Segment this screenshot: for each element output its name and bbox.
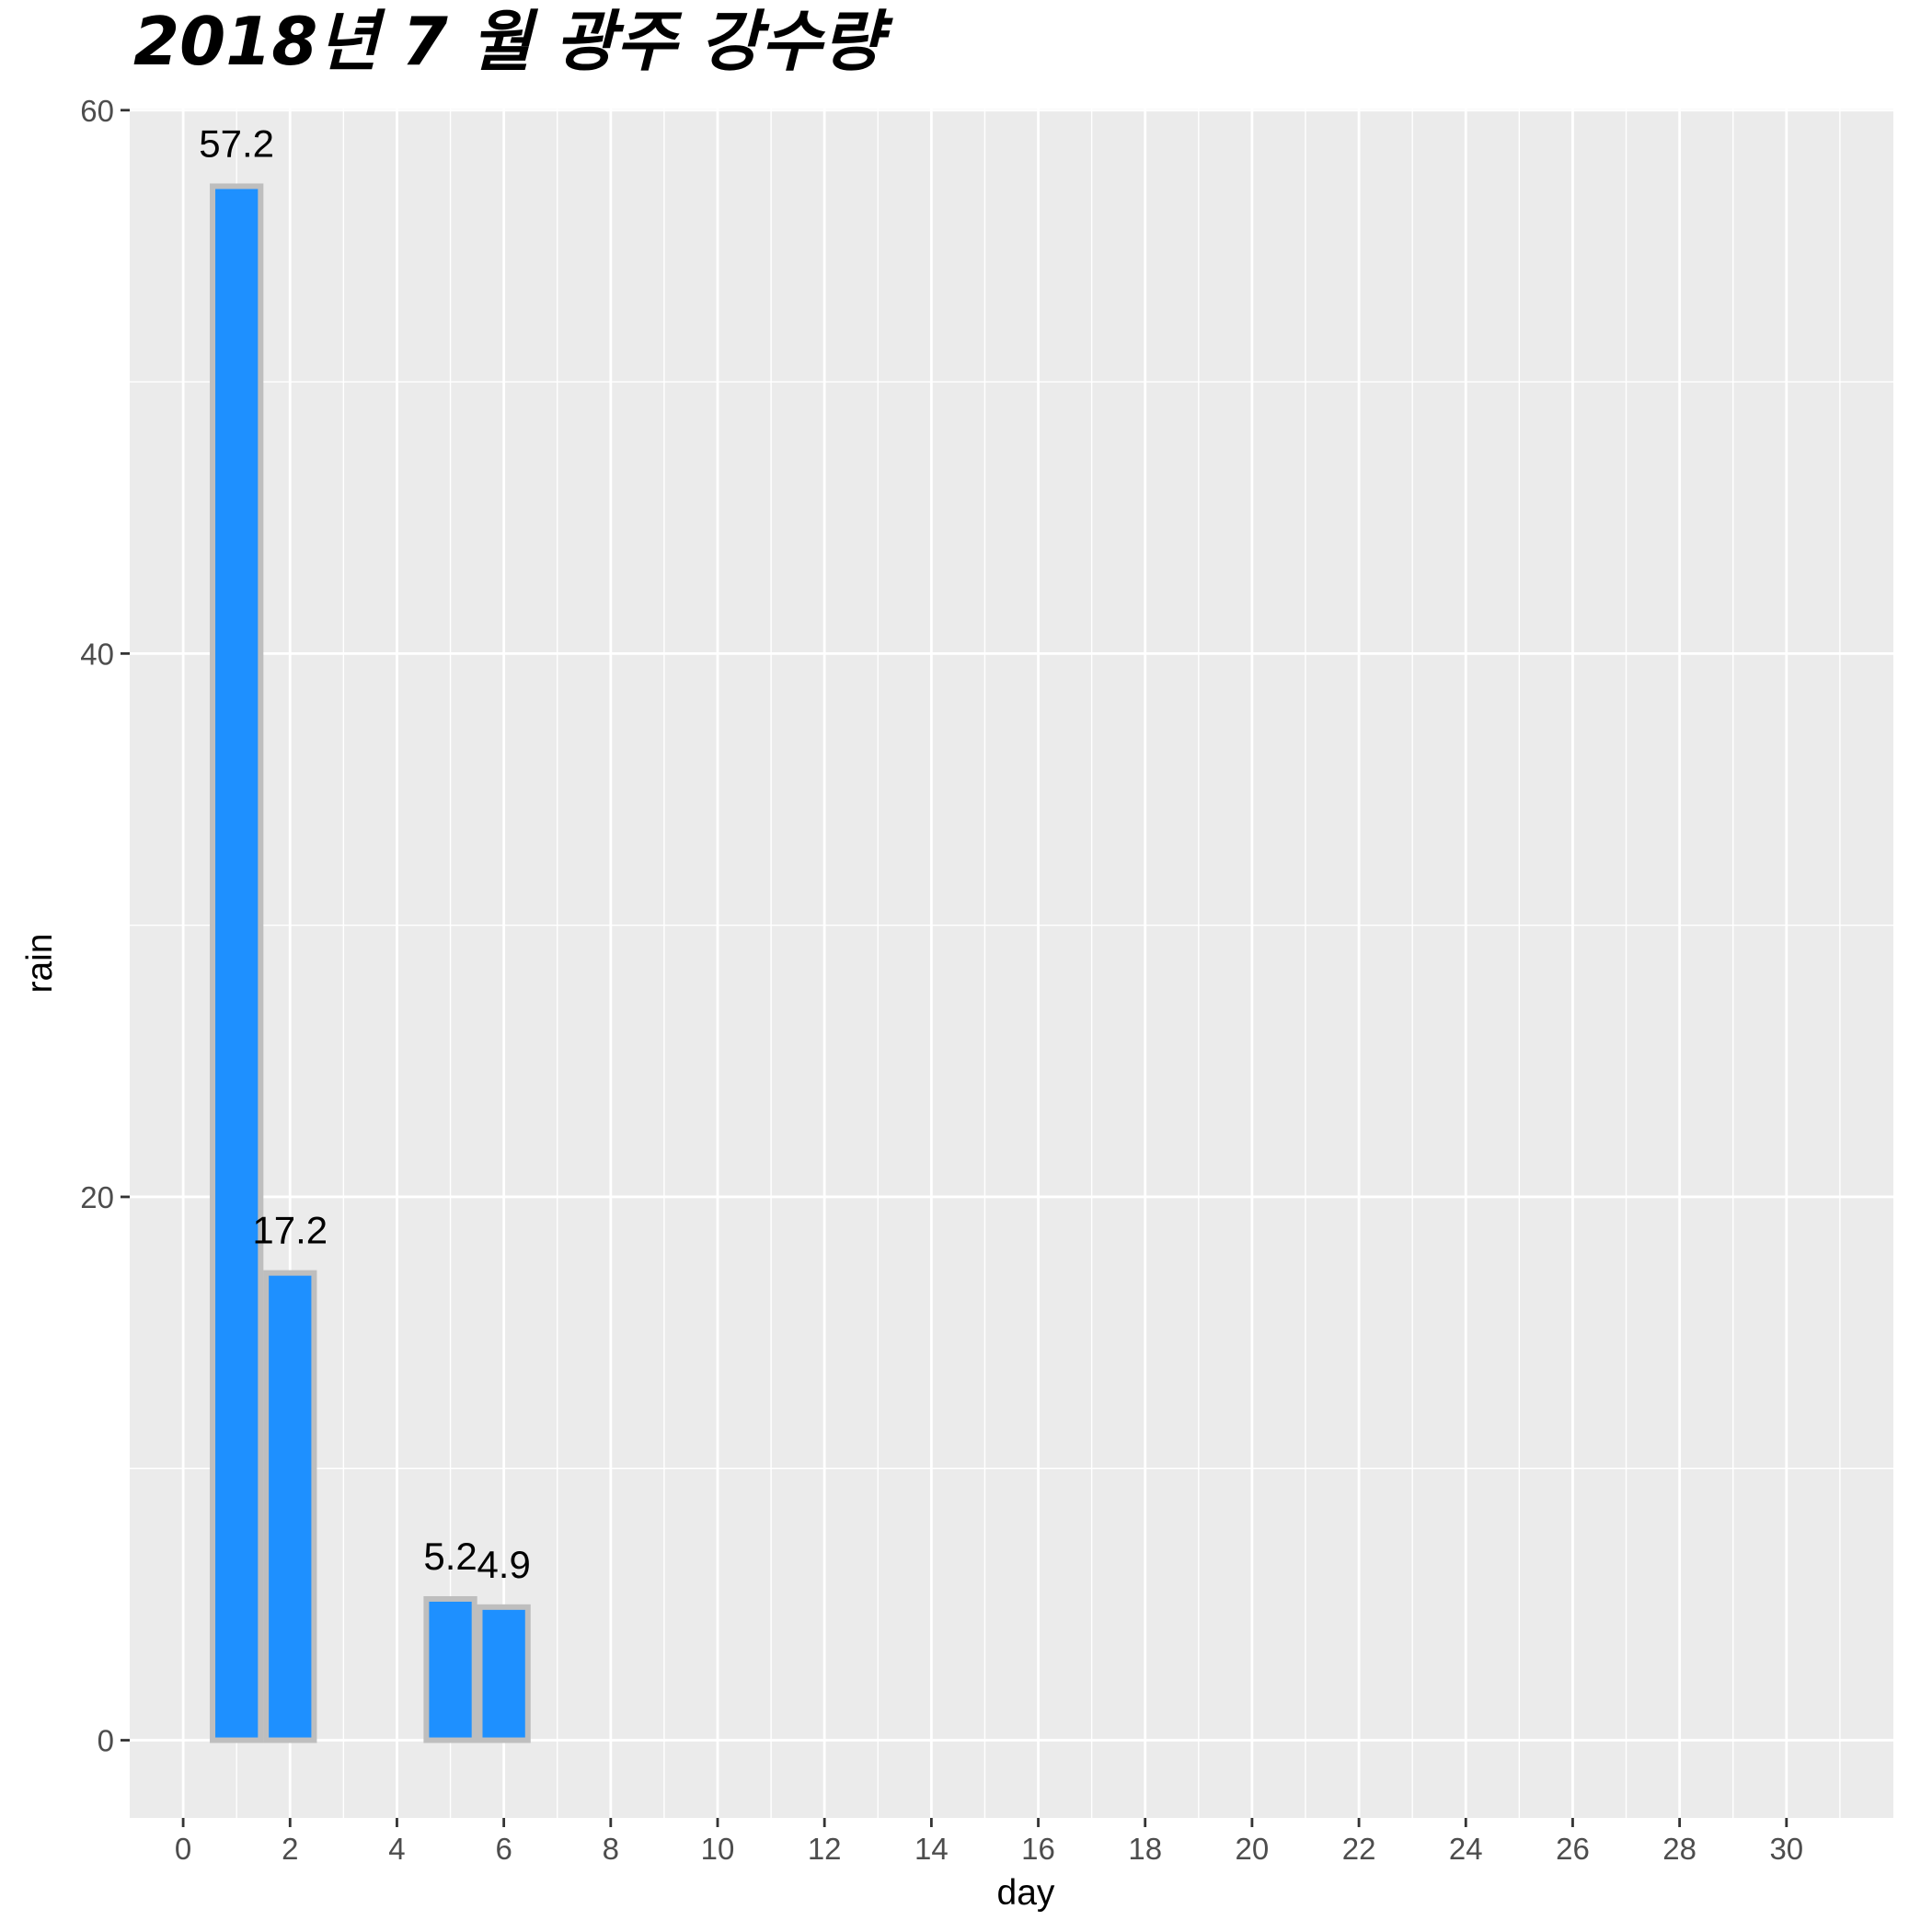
bar-day-1 <box>210 183 264 1743</box>
x-tick-label: 4 <box>388 1832 405 1866</box>
x-tick-label: 24 <box>1449 1832 1483 1866</box>
x-tick-label: 0 <box>175 1832 191 1866</box>
x-tick-label: 10 <box>701 1832 735 1866</box>
bar-day-5 <box>423 1595 477 1743</box>
x-tick-label: 8 <box>603 1832 619 1866</box>
x-tick-label: 14 <box>914 1832 949 1866</box>
data-label-day-5: 5.2 <box>423 1535 477 1578</box>
x-tick-label: 28 <box>1662 1832 1696 1866</box>
minor-gridlines <box>130 109 1893 1818</box>
bar-day-6 <box>477 1604 531 1743</box>
y-tick-label: 40 <box>80 637 114 671</box>
x-tick-label: 18 <box>1128 1832 1162 1866</box>
data-labels: 57.2 17.2 5.2 4.9 <box>199 121 531 1585</box>
x-axis: 0 2 4 6 8 10 12 14 16 18 20 22 24 26 28 30 <box>175 1818 1803 1866</box>
x-axis-title: day <box>997 1873 1055 1913</box>
x-tick-label: 20 <box>1236 1832 1270 1866</box>
x-tick-label: 30 <box>1769 1832 1803 1866</box>
x-tick-label: 12 <box>808 1832 842 1866</box>
data-label-day-1: 57.2 <box>199 121 274 165</box>
x-tick-label: 22 <box>1342 1832 1376 1866</box>
bars <box>210 183 531 1743</box>
x-tick-label: 26 <box>1556 1832 1590 1866</box>
y-axis-title: rain <box>20 933 60 993</box>
data-label-day-6: 4.9 <box>477 1543 530 1586</box>
x-tick-label: 16 <box>1021 1832 1055 1866</box>
y-tick-label: 20 <box>80 1180 114 1214</box>
bar-day-2 <box>263 1270 317 1743</box>
x-tick-label: 6 <box>495 1832 512 1866</box>
data-label-day-2: 17.2 <box>252 1209 328 1252</box>
chart-title: 2018년 7 월 광주 강수량 <box>133 3 893 80</box>
y-axis: 0 20 40 60 <box>80 94 130 1758</box>
major-gridlines <box>130 109 1893 1818</box>
y-tick-label: 0 <box>98 1724 114 1758</box>
x-tick-label: 2 <box>282 1832 298 1866</box>
plot-panel <box>130 109 1893 1818</box>
y-tick-label: 60 <box>80 94 114 128</box>
